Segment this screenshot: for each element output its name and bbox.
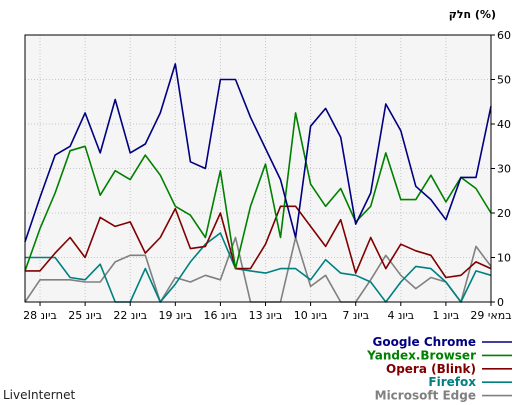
y-tick-label: 30 <box>497 163 511 176</box>
y-axis: 0 10 20 30 40 50 60 <box>491 29 511 309</box>
x-tick-label: 28 ביונ <box>23 309 57 322</box>
y-tick-label: 50 <box>497 74 511 87</box>
legend-label: Opera (Blink) <box>386 362 476 376</box>
x-tick-label: 16 ביונ <box>204 309 238 322</box>
y-axis-unit-label: חלק (%) <box>449 8 496 21</box>
x-tick-label: 22 ביונ <box>113 309 147 322</box>
x-tick-label: 19 ביונ <box>158 309 192 322</box>
x-axis: 29 במאי 1 ביונ 4 ביונ 7 ביונ 10 ביונ 13 ביונ 1… <box>23 302 512 322</box>
watermark: LiveInternet <box>3 388 75 402</box>
x-tick-label: 4 ביונ <box>387 309 414 322</box>
y-tick-label: 60 <box>497 29 511 42</box>
series-group <box>24 63 492 303</box>
series-line-google-chrome <box>24 63 492 243</box>
legend-label: Google Chrome <box>372 335 476 349</box>
legend-label: Yandex.Browser <box>366 348 476 362</box>
legend-label: Firefox <box>428 375 476 389</box>
x-tick-label: 7 ביונ <box>342 309 369 322</box>
y-tick-label: 20 <box>497 207 511 220</box>
x-tick-label: 10 ביונ <box>294 309 328 322</box>
x-tick-label: 25 ביונ <box>68 309 102 322</box>
x-tick-label: 1 ביונ <box>433 309 460 322</box>
series-line-firefox <box>25 232 492 303</box>
legend-label: Microsoft Edge <box>375 389 476 403</box>
series-line-opera-blink <box>25 205 492 279</box>
y-tick-label: 40 <box>497 118 511 131</box>
x-tick-label: 29 במאי <box>470 309 511 322</box>
y-tick-label: 0 <box>497 296 504 309</box>
series-line-yandex-browser <box>24 112 492 272</box>
x-tick-label: 13 ביונ <box>249 309 283 322</box>
y-tick-label: 10 <box>497 252 511 265</box>
